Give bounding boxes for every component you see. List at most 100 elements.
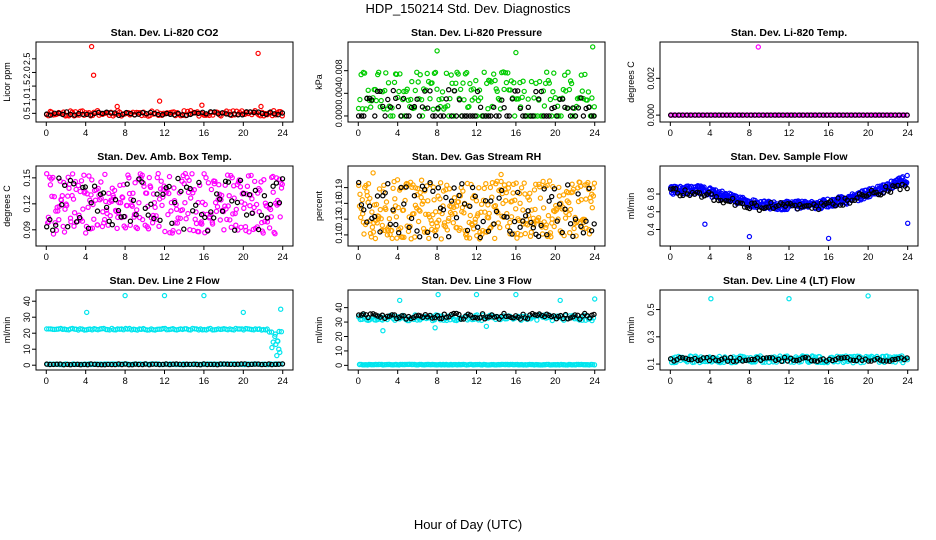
- data-point-s1: [386, 313, 393, 319]
- x-tick-label: 12: [471, 252, 482, 263]
- data-point-s0: [373, 201, 380, 208]
- data-point-s1: [871, 189, 877, 196]
- data-point-s0: [266, 225, 273, 231]
- data-point-s1: [551, 313, 557, 319]
- data-point-s0: [557, 297, 563, 304]
- data-point-s1: [781, 354, 788, 361]
- data-point-s0: [394, 235, 400, 241]
- x-tick-label: 4: [395, 376, 400, 387]
- panel-5: Stan. Dev. Gas Stream RH0 4 8 12 16 20 240.100…: [314, 151, 606, 263]
- data-point-s0: [417, 189, 423, 196]
- data-point-s0: [755, 44, 762, 50]
- x-tick-label: 4: [83, 252, 88, 263]
- data-point-s1: [196, 179, 202, 186]
- data-point-s0: [487, 184, 494, 191]
- data-point-s1: [356, 312, 362, 318]
- data-point-s1: [467, 203, 473, 209]
- data-point-s0: [130, 190, 136, 196]
- data-point-s0: [199, 102, 205, 108]
- data-point-s0: [746, 233, 753, 240]
- x-tick-label: 8: [747, 128, 752, 139]
- data-point-s1: [456, 97, 463, 103]
- data-point-s0: [269, 344, 275, 351]
- data-point-s1: [694, 189, 701, 195]
- data-point-s0: [240, 309, 246, 316]
- data-point-s1: [366, 203, 373, 209]
- data-point-s0: [570, 186, 577, 193]
- data-point-s1: [749, 356, 755, 363]
- data-point-s0: [536, 181, 542, 187]
- data-point-s1: [231, 227, 238, 233]
- data-point-s1: [387, 221, 393, 227]
- data-point-s1: [382, 190, 388, 196]
- data-point-s0: [274, 352, 280, 359]
- data-point-s0: [165, 211, 171, 218]
- data-point-s0: [457, 86, 464, 93]
- data-point-s0: [503, 361, 509, 368]
- data-point-s1: [668, 186, 674, 192]
- data-point-s0: [173, 206, 180, 212]
- data-point-s0: [157, 186, 164, 192]
- data-point-s1: [753, 202, 760, 209]
- data-point-s1: [190, 361, 197, 367]
- data-point-s0: [386, 215, 393, 222]
- data-point-s0: [472, 219, 478, 225]
- data-point-s0: [434, 86, 440, 92]
- data-point-s0: [519, 94, 525, 101]
- data-point-s0: [414, 69, 420, 76]
- data-point-s0: [391, 79, 398, 86]
- data-point-s0: [226, 192, 232, 199]
- data-point-s0: [453, 80, 459, 87]
- x-tick-label: 12: [471, 376, 482, 387]
- x-tick-label: 12: [159, 128, 170, 139]
- data-point-s1: [239, 112, 246, 118]
- data-point-s1: [904, 185, 910, 192]
- data-point-s0: [272, 331, 278, 337]
- data-point-s0: [372, 235, 379, 242]
- data-point-s1: [706, 357, 713, 364]
- data-point-s0: [506, 181, 512, 187]
- data-point-s1: [459, 113, 465, 119]
- data-point-s0: [255, 50, 261, 57]
- data-point-s0: [457, 225, 463, 231]
- data-point-s0: [400, 207, 407, 213]
- data-point-s0: [101, 216, 108, 223]
- x-tick-label: 8: [747, 376, 752, 387]
- data-point-s0: [522, 191, 528, 197]
- data-point-s1: [264, 215, 270, 221]
- data-point-s0: [81, 172, 87, 178]
- data-point-s1: [480, 113, 486, 119]
- data-point-s0: [139, 216, 146, 223]
- data-point-s0: [584, 97, 590, 103]
- data-point-s1: [817, 357, 823, 363]
- data-point-s1: [219, 208, 226, 214]
- data-point-s0: [370, 170, 376, 176]
- x-tick-label: 20: [238, 252, 249, 263]
- plot-frame: [347, 289, 606, 371]
- data-point-s1: [183, 361, 190, 367]
- data-point-s0: [567, 229, 573, 236]
- data-point-s1: [551, 104, 558, 111]
- data-point-s1: [266, 361, 272, 367]
- data-point-s0: [160, 194, 166, 200]
- data-point-s0: [436, 217, 442, 223]
- data-point-s1: [252, 187, 259, 194]
- data-point-s1: [673, 185, 679, 192]
- data-point-s1: [835, 195, 841, 201]
- data-point-s1: [425, 105, 431, 111]
- data-point-s0: [125, 172, 131, 178]
- data-point-s1: [713, 193, 720, 200]
- data-point-s1: [695, 357, 701, 364]
- panel-title: Stan. Dev. Li-820 Temp.: [731, 27, 847, 39]
- data-point-s0: [71, 209, 78, 216]
- data-point-s1: [175, 175, 181, 182]
- data-point-s1: [575, 105, 582, 111]
- data-point-s1: [517, 224, 523, 230]
- data-point-s1: [361, 207, 367, 213]
- data-point-s1: [509, 231, 515, 237]
- data-point-s1: [217, 361, 224, 367]
- data-point-s0: [511, 79, 517, 86]
- data-point-s0: [566, 199, 572, 206]
- data-point-s1: [61, 182, 68, 188]
- data-point-s1: [591, 221, 597, 227]
